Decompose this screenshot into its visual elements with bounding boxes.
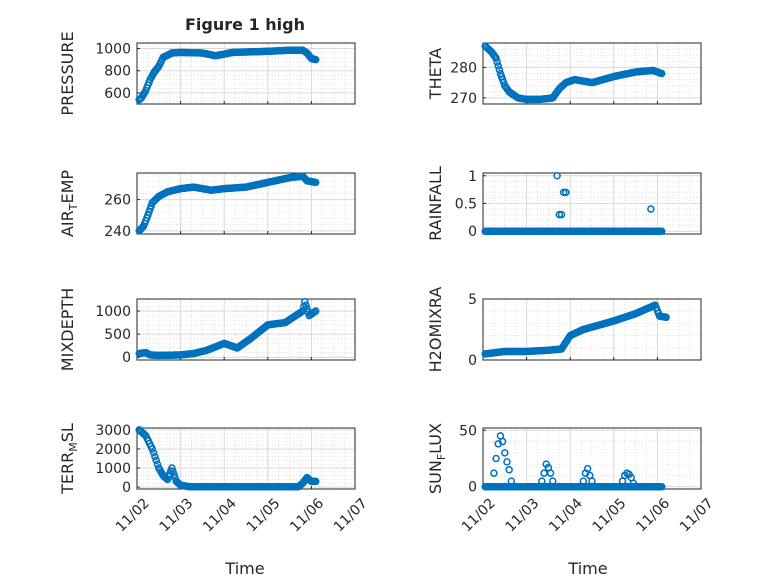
x-tick-label: 11/07 (331, 495, 371, 535)
data-point (562, 188, 570, 197)
data-point (151, 452, 159, 461)
x-tick-label: 11/06 (287, 495, 327, 535)
y-tick-label: 1000 (95, 304, 131, 320)
axes-box (136, 42, 356, 105)
data-point (302, 301, 310, 309)
data-point (495, 65, 504, 74)
data-point (169, 467, 177, 476)
data-point (301, 298, 309, 306)
data-point (303, 304, 311, 313)
x-tick-label: 11/05 (590, 495, 630, 535)
data-point (170, 470, 178, 479)
data-point (312, 477, 320, 486)
x-tick-label: 11/03 (157, 495, 197, 535)
panel-air: 240 260 AIRTEMP (58, 170, 356, 240)
data-point (507, 477, 516, 485)
y-axis-label: MIXDEPTH (58, 288, 77, 371)
y-axis-label: SUNFLUX (426, 423, 448, 494)
y-axis-label: RAINFALL (426, 166, 445, 241)
y-tick-label: 0 (468, 353, 477, 369)
data-point (588, 477, 596, 485)
y-axis-label: H2OMIXRA (426, 287, 445, 373)
data-point (549, 477, 557, 485)
y-tick-label: 0 (122, 480, 131, 496)
figure-title: Figure 1 high (185, 15, 305, 34)
data-point (492, 54, 500, 62)
y-tick-label: 240 (104, 224, 131, 240)
y-tick-label: 800 (104, 64, 131, 80)
panel-sun: 11/02 11/03 11/04 11/05 11/06 11/07 0 50 SUNFLUX (426, 423, 717, 535)
y-tick-label: 5 (468, 292, 477, 308)
data-point (492, 454, 500, 463)
data-point (498, 437, 507, 446)
y-axis-label: AIRTEMP (58, 170, 80, 237)
data-point (647, 205, 655, 213)
axes-box (482, 298, 702, 361)
panel-h2omixra: 0 5 H2OMIXRA (426, 287, 702, 373)
data-point (149, 449, 158, 457)
y-tick-label: 600 (104, 86, 131, 102)
data-point (583, 464, 592, 473)
data-point (579, 477, 588, 485)
y-tick-label: 50 (459, 423, 477, 439)
y-tick-label: 1000 (95, 461, 131, 477)
y-tick-label: 1000 (95, 42, 131, 58)
y-tick-label: 0 (122, 350, 131, 366)
y-tick-label: 500 (104, 327, 131, 343)
y-tick-label: 0 (468, 224, 477, 240)
y-tick-label: 1 (468, 169, 477, 185)
y-axis-label: THETA (426, 48, 445, 100)
axes-box (136, 298, 356, 361)
x-tick-label: 11/04 (200, 495, 240, 535)
x-axis-label-left: Time (224, 559, 264, 578)
data-point (152, 456, 160, 465)
x-tick-label: 11/03 (503, 495, 543, 535)
x-tick-label: 11/02 (113, 495, 153, 535)
data-point (148, 445, 157, 453)
y-tick-label: 280 (450, 60, 477, 76)
axes-box (482, 42, 702, 105)
data-point (658, 482, 666, 491)
data-point (538, 477, 546, 485)
data-point (629, 479, 638, 488)
data-point (553, 172, 561, 180)
x-axis-label-right: Time (567, 559, 607, 578)
data-point (505, 466, 513, 474)
data-point (312, 178, 320, 187)
data-point (168, 464, 176, 472)
x-tick-label: 11/07 (677, 495, 717, 535)
panel-mixdepth: 0 500 1000 MIXDEPTH (58, 288, 356, 371)
y-tick-label: 0.5 (455, 197, 477, 213)
data-point (494, 62, 503, 70)
data-point (658, 69, 666, 78)
data-point (312, 307, 320, 315)
data-point (501, 449, 509, 457)
y-tick-label: 0 (468, 480, 477, 496)
x-tick-label: 11/04 (546, 495, 586, 535)
data-point (658, 227, 666, 235)
x-tick-label: 11/06 (633, 495, 673, 535)
panel-rainfall: 0 0.5 1 RAINFALL (426, 166, 702, 241)
y-tick-label: 3000 (95, 423, 131, 439)
x-tick-label: 11/05 (244, 495, 284, 535)
data-point (540, 469, 548, 477)
x-tick-label: 11/02 (459, 495, 499, 535)
panel-pressure: 600 800 1000 PRESSURE (58, 31, 356, 116)
data-point (490, 469, 498, 477)
y-axis-label: TERRMSL (58, 423, 80, 495)
data-point (546, 469, 555, 477)
y-tick-label: 260 (104, 193, 131, 209)
y-axis-label: PRESSURE (58, 31, 77, 115)
data-point (557, 210, 566, 219)
axes-box (136, 172, 356, 235)
data-point (493, 58, 501, 66)
data-point (312, 55, 320, 64)
y-tick-label: 270 (450, 91, 477, 107)
data-point (503, 458, 511, 466)
panel-theta: 270 280 THETA (426, 42, 702, 107)
panel-terr: 11/02 11/03 11/04 11/05 11/06 11/07 0 1000 2000 3… (58, 423, 371, 535)
y-tick-label: 2000 (95, 442, 131, 458)
data-point (662, 313, 670, 322)
